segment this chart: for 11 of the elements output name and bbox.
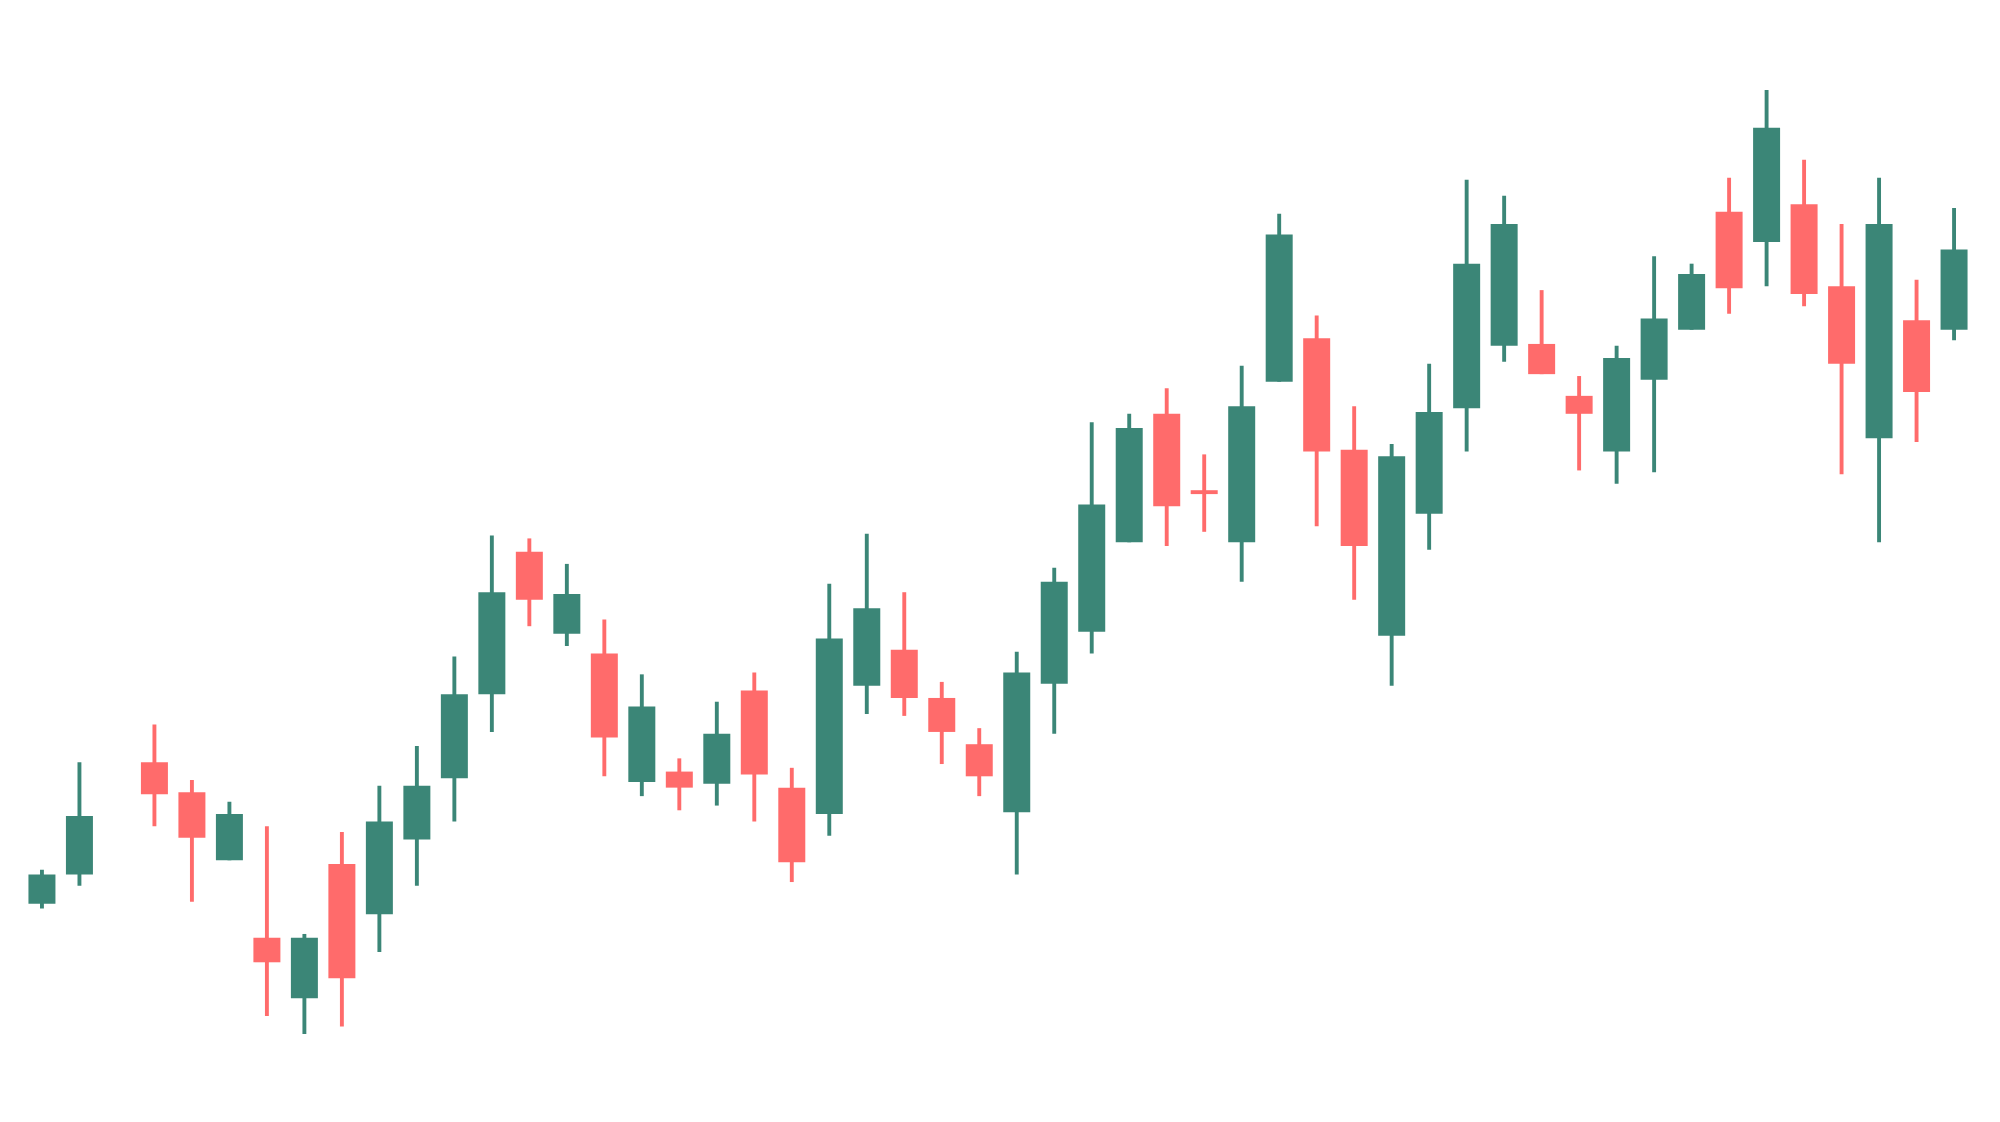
candlestick (1528, 288, 1556, 377)
candlestick (28, 867, 56, 911)
candlestick (665, 756, 693, 813)
candlestick (1565, 374, 1593, 473)
candlestick (253, 824, 281, 1019)
candlestick (178, 778, 206, 904)
candlestick (140, 722, 168, 829)
candlestick (215, 799, 243, 863)
candlestick (928, 679, 956, 766)
candlestick (965, 726, 993, 799)
candlestick (553, 561, 581, 648)
